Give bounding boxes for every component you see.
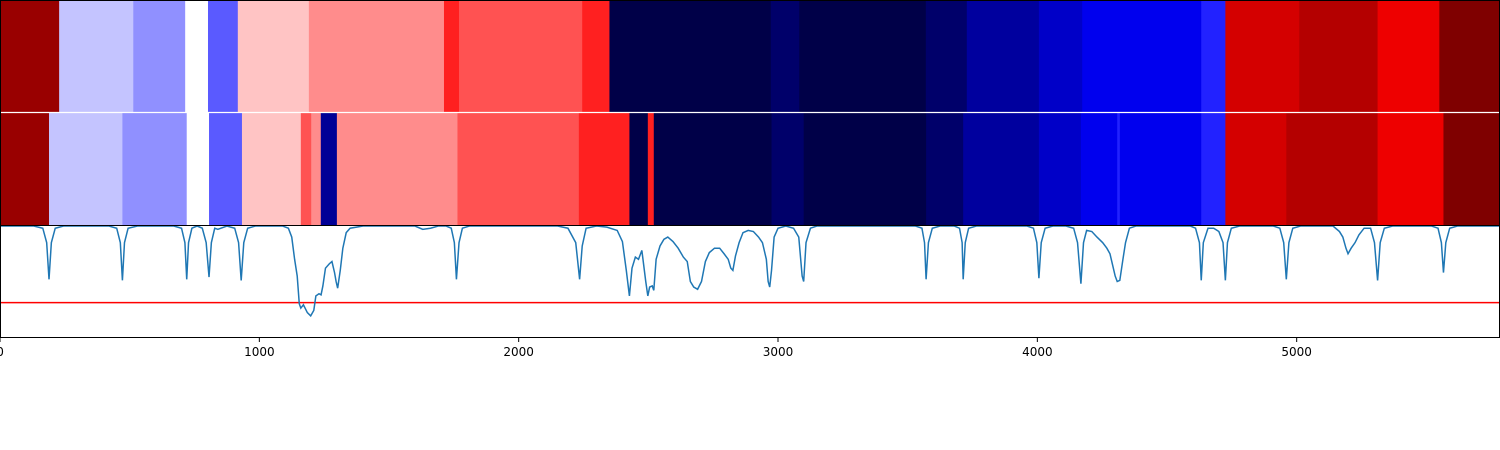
x-tick-label: 1000 [244,345,275,359]
line-panel [0,225,1500,318]
heatmap-cell [1201,0,1226,112]
heatmap-cell [241,113,302,225]
heatmap-cell [49,113,124,225]
heatmap-cell [799,0,927,112]
heatmap-cell [1038,0,1083,112]
heatmap-cell [1119,113,1202,225]
heatmap-track-bottom [0,113,1500,225]
heatmap-cell [582,0,611,112]
heatmap-cell [609,0,772,112]
heatmap-cell [1377,113,1445,225]
heatmap-cell [186,113,210,225]
heatmap-cell [578,113,631,225]
heatmap-cell [237,0,310,112]
heatmap-cell [1201,113,1226,225]
heatmap-cell [1038,113,1082,225]
heatmap-cell [926,113,964,225]
heatmap-track-top [0,0,1500,112]
heatmap-cell [1439,0,1500,112]
x-tick-label: 5000 [1281,345,1312,359]
heatmap-cell [457,113,580,225]
heatmap-cell [1225,113,1287,225]
heatmap-cell [122,113,188,225]
heatmap-cell [966,0,1040,112]
heatmap-cell [459,0,583,112]
heatmap-cell [336,113,459,225]
heatmap-cell [771,113,805,225]
heatmap-cell [59,0,134,112]
heatmap-cell [1225,0,1300,112]
heatmap-cell [0,113,50,225]
heatmap-cell [133,0,186,112]
heatmap-cell [803,113,927,225]
heatmap-cell [300,113,312,225]
x-tick-label: 0 [0,345,4,359]
heatmap-cell [925,0,968,112]
x-axis: 0 1000 2000 3000 4000 5000 [0,338,1312,359]
heatmap-cell [629,113,649,225]
heatmap-cell [311,113,322,225]
heatmap-cell [647,113,655,225]
heatmap-cell [1080,113,1118,225]
heatmap-cell [185,0,209,112]
x-tick-label: 4000 [1022,345,1053,359]
heatmap-cell [653,113,773,225]
heatmap-cell [320,113,338,225]
heatmap-cell [963,113,1040,225]
x-tick-label: 2000 [503,345,534,359]
heatmap-cell [207,0,239,112]
heatmap-cell [1299,0,1379,112]
heatmap-cell [770,0,800,112]
x-tick-label: 3000 [763,345,794,359]
heatmap-cell [1117,113,1121,225]
series-line [0,225,1500,318]
heatmap-cell [0,0,60,112]
heatmap-cell [443,0,460,112]
heatmap-cell [209,113,243,225]
heatmap-cell [1286,113,1379,225]
heatmap-cell [1082,0,1202,112]
heatmap-cell [1377,0,1440,112]
heatmap-cell [308,0,445,112]
heatmap-cell [1443,113,1500,225]
